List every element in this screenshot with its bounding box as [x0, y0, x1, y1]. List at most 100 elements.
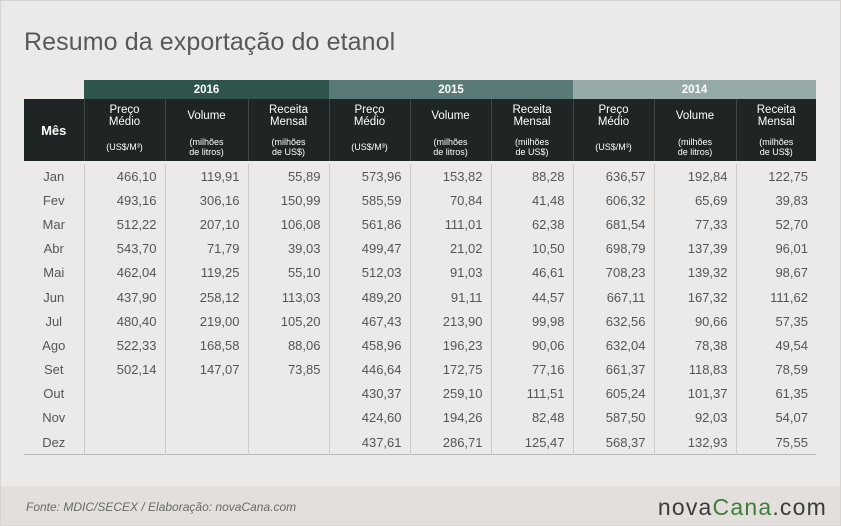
novacana-logo: novaCana.com	[657, 494, 827, 520]
value-cell: 499,47	[328, 236, 410, 261]
value-cell: 172,75	[409, 357, 491, 382]
value-cell: 125,47	[490, 430, 573, 455]
value-cell: 91,11	[409, 284, 491, 310]
value-cell: 698,79	[572, 236, 654, 261]
value-cell	[247, 381, 329, 406]
value-cell: 106,08	[247, 212, 329, 237]
value-cell: 259,10	[409, 381, 491, 406]
value-cell: 111,51	[490, 381, 573, 406]
value-cell: 561,86	[328, 212, 410, 237]
metric-name: Preço Médio	[572, 99, 654, 133]
value-cell	[83, 405, 165, 431]
footer-band	[1, 486, 840, 525]
value-cell: 132,93	[653, 430, 736, 455]
value-cell: 101,37	[653, 381, 736, 406]
value-cell: 52,70	[735, 212, 816, 237]
metric-name: Preço Médio	[83, 99, 165, 133]
month-column-header: Mês	[24, 99, 84, 161]
value-cell	[164, 430, 248, 455]
year-2015-header: 2015	[329, 80, 573, 99]
table-row: Mai 462,04 119,25 55,10 512,03 91,03 46,61 708,…	[24, 260, 816, 285]
table-body: Jan 466,10 119,91 55,89 573,96 153,82 88,28 636…	[24, 164, 816, 455]
value-cell: 522,33	[83, 333, 165, 358]
month-cell: Out	[43, 386, 65, 402]
value-cell: 437,61	[328, 430, 410, 455]
value-cell: 502,14	[83, 357, 165, 382]
table-row: Abr 543,70 71,79 39,03 499,47 21,02 10,50 698,7…	[24, 236, 816, 261]
value-cell: 118,83	[653, 357, 736, 382]
value-cell: 21,02	[409, 236, 491, 261]
value-cell: 46,61	[490, 260, 573, 285]
month-cell: Nov	[42, 410, 66, 426]
value-cell: 39,03	[247, 236, 329, 261]
table-row: Dez 437,61 286,71 125,47 568,37 132,93 75,55	[24, 430, 816, 455]
value-cell: 122,75	[735, 164, 816, 189]
value-cell: 636,57	[572, 164, 654, 189]
value-cell: 90,06	[490, 333, 573, 358]
value-cell: 55,89	[247, 164, 329, 189]
value-cell: 77,33	[653, 212, 736, 237]
value-cell	[164, 381, 248, 406]
month-cell: Mar	[42, 216, 65, 232]
value-cell: 92,03	[653, 405, 736, 431]
value-cell: 512,03	[328, 260, 410, 285]
value-cell: 446,64	[328, 357, 410, 382]
value-cell: 606,32	[572, 188, 654, 213]
table-row: Set 502,14 147,07 73,85 446,64 172,75 77,16 661…	[24, 357, 816, 382]
value-cell: 88,06	[247, 333, 329, 358]
value-cell: 70,84	[409, 188, 491, 213]
value-cell: 661,37	[572, 357, 654, 382]
value-cell: 49,54	[735, 333, 816, 358]
value-cell: 147,07	[164, 357, 248, 382]
metric-name: Volume	[164, 99, 248, 133]
value-cell: 219,00	[164, 309, 248, 334]
value-cell: 62,38	[490, 212, 573, 237]
year-2016-header: 2016	[84, 80, 329, 99]
metric-name: Volume	[653, 99, 736, 133]
value-cell: 467,43	[328, 309, 410, 334]
value-cell: 632,04	[572, 333, 654, 358]
value-cell: 137,39	[653, 236, 736, 261]
table-row: Out 430,37 259,10 111,51 605,24 101,37 61,35	[24, 381, 816, 406]
value-cell: 73,85	[247, 357, 329, 382]
value-cell: 90,66	[653, 309, 736, 334]
metric-name: Volume	[409, 99, 491, 133]
value-cell	[247, 430, 329, 455]
metric-unit: (milhões de litros)	[653, 133, 736, 161]
value-cell: 605,24	[572, 381, 654, 406]
value-cell: 573,96	[328, 164, 410, 189]
value-cell: 78,38	[653, 333, 736, 358]
value-cell: 44,57	[490, 284, 573, 310]
value-cell: 113,03	[247, 284, 329, 310]
value-cell: 65,69	[653, 188, 736, 213]
value-cell: 286,71	[409, 430, 491, 455]
value-cell: 39,83	[735, 188, 816, 213]
value-cell: 54,07	[735, 405, 816, 431]
value-cell: 568,37	[572, 430, 654, 455]
value-cell: 75,55	[735, 430, 816, 455]
value-cell: 437,90	[83, 284, 165, 310]
source-note: Fonte: MDIC/SECEX / Elaboração: novaCana…	[26, 500, 297, 514]
table-row: Mar 512,22 207,10 106,08 561,86 111,01 62,38 68…	[24, 212, 816, 237]
value-cell: 708,23	[572, 260, 654, 285]
export-table: 2016 2015 2014 Mês Preço Médio Volume Rec…	[24, 80, 816, 457]
month-cell: Abr	[43, 241, 64, 257]
month-cell: Fev	[42, 192, 65, 208]
value-cell: 493,16	[83, 188, 165, 213]
value-cell: 632,56	[572, 309, 654, 334]
unit-header-row: (US$/M³) (milhões de litros) (milhões de U…	[24, 133, 816, 161]
value-cell: 82,48	[490, 405, 573, 431]
value-cell: 194,26	[409, 405, 491, 431]
value-cell: 489,20	[328, 284, 410, 310]
value-cell: 667,11	[572, 284, 654, 310]
value-cell: 480,40	[83, 309, 165, 334]
table-row: Jul 480,40 219,00 105,20 467,43 213,90 99,98 63…	[24, 309, 816, 334]
value-cell	[83, 430, 165, 455]
metric-name: Receita Mensal	[490, 99, 573, 133]
table-row: Jun 437,90 258,12 113,03 489,20 91,11 44,57 667…	[24, 284, 816, 310]
value-cell: 88,28	[490, 164, 573, 189]
table-row: Nov 424,60 194,26 82,48 587,50 92,03 54,07	[24, 405, 816, 431]
month-cell: Set	[43, 362, 64, 378]
value-cell: 119,91	[164, 164, 248, 189]
value-cell: 61,35	[735, 381, 816, 406]
